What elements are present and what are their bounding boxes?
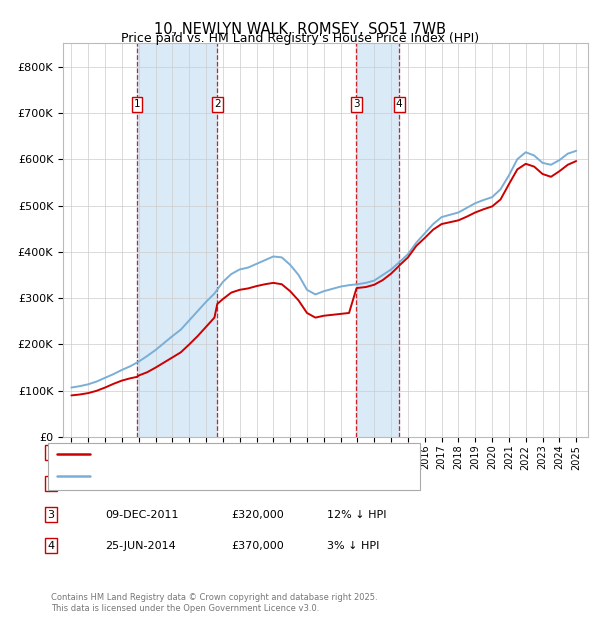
Text: 09-DEC-2011: 09-DEC-2011 [105, 510, 179, 520]
Text: 2: 2 [47, 479, 55, 489]
Text: Contains HM Land Registry data © Crown copyright and database right 2025.
This d: Contains HM Land Registry data © Crown c… [51, 593, 377, 613]
Text: 27-NOV-1998: 27-NOV-1998 [105, 448, 179, 458]
Text: 1: 1 [47, 448, 55, 458]
Text: 3: 3 [353, 99, 359, 109]
Text: 10, NEWLYN WALK, ROMSEY, SO51 7WB (detached house): 10, NEWLYN WALK, ROMSEY, SO51 7WB (detac… [96, 450, 398, 459]
Text: 25-JUN-2014: 25-JUN-2014 [105, 541, 176, 551]
Text: £130,000: £130,000 [231, 448, 284, 458]
Text: 3: 3 [47, 510, 55, 520]
Text: 14% ↓ HPI: 14% ↓ HPI [327, 448, 386, 458]
Text: 4: 4 [396, 99, 403, 109]
Text: 3% ↓ HPI: 3% ↓ HPI [327, 541, 379, 551]
Text: 10, NEWLYN WALK, ROMSEY, SO51 7WB: 10, NEWLYN WALK, ROMSEY, SO51 7WB [154, 22, 446, 37]
Text: 1: 1 [134, 99, 140, 109]
Text: 5% ↓ HPI: 5% ↓ HPI [327, 479, 379, 489]
Text: £287,500: £287,500 [231, 479, 284, 489]
Bar [356, 43, 399, 437]
Text: 2: 2 [214, 99, 221, 109]
Text: £320,000: £320,000 [231, 510, 284, 520]
Text: 12% ↓ HPI: 12% ↓ HPI [327, 510, 386, 520]
Text: HPI: Average price, detached house, Test Valley: HPI: Average price, detached house, Test… [96, 471, 344, 480]
Text: £370,000: £370,000 [231, 541, 284, 551]
Text: Price paid vs. HM Land Registry's House Price Index (HPI): Price paid vs. HM Land Registry's House … [121, 32, 479, 45]
Text: 4: 4 [47, 541, 55, 551]
Bar [137, 43, 217, 437]
Text: 05-SEP-2003: 05-SEP-2003 [105, 479, 176, 489]
